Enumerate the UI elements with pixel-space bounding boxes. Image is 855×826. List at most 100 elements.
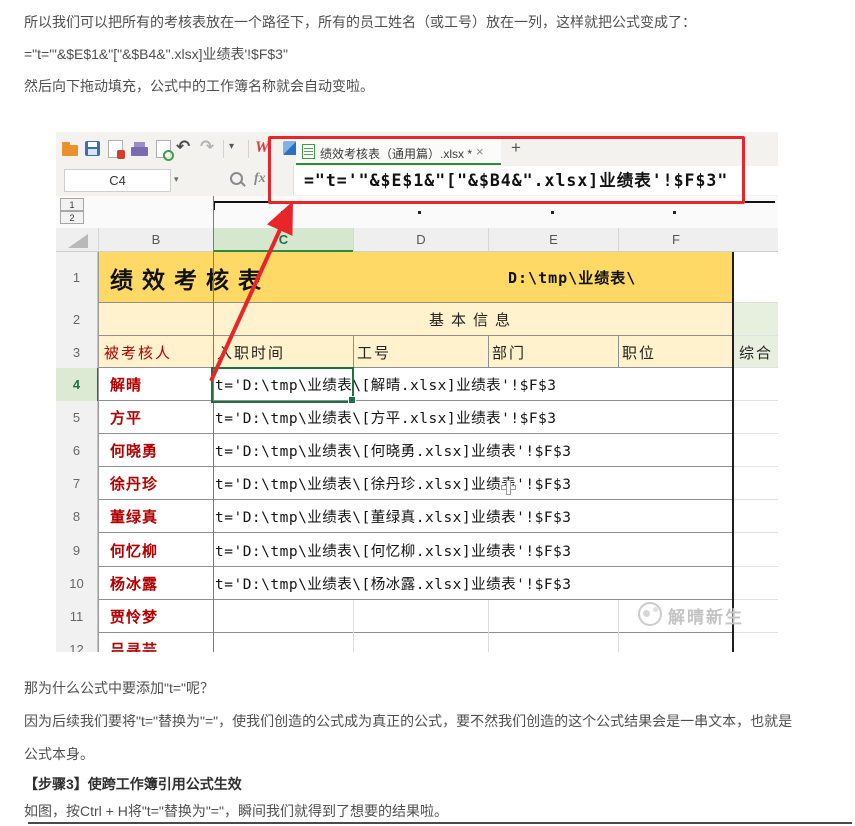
outline-dot [418, 211, 421, 214]
fill-handle[interactable] [348, 396, 356, 404]
sheet-row: 11 贾怜梦 [56, 600, 778, 633]
new-tab-button[interactable]: + [511, 138, 521, 157]
name-cell[interactable]: 董绿真 [110, 508, 159, 526]
formula-input-text: ="t='"&$E$1&"["&$B4&".xlsx]业绩表'!$F$3" [304, 171, 729, 190]
open-folder-icon[interactable] [62, 142, 78, 156]
spreadsheet-file-icon [302, 144, 315, 159]
sheet-tab[interactable]: 绩效考核表（通用篇）.xlsx * × [296, 137, 501, 165]
export-pdf-icon[interactable] [108, 140, 125, 159]
formula-cell[interactable]: t='D:\tmp\业绩表\[解晴.xlsx]业绩表'!$F$3 [215, 378, 557, 394]
step-heading: 【步骤3】使跨工作簿引用公式生效 [24, 776, 242, 792]
column-header-row: B C D E F [56, 228, 778, 252]
row-header[interactable]: 4 [56, 368, 99, 401]
name-cell[interactable]: 徐丹珍 [110, 475, 159, 493]
name-cell[interactable]: 杨冰露 [110, 575, 159, 593]
undo-icon[interactable]: ↶ [176, 137, 191, 157]
print-preview-icon[interactable] [156, 140, 174, 161]
outline-dot [551, 211, 554, 214]
column-header-F[interactable]: F [618, 228, 733, 252]
tab-title: 绩效考核表（通用篇）.xlsx * [320, 147, 473, 161]
sheet-row: 9 何忆柳 t='D:\tmp\业绩表\[何忆柳.xlsx]业绩表'!$F$3 [56, 533, 778, 567]
fx-icon[interactable]: fx [254, 171, 266, 186]
formula-cell[interactable]: t='D:\tmp\业绩表\[何忆柳.xlsx]业绩表'!$F$3 [215, 543, 572, 560]
sheet-row: 10 杨冰露 t='D:\tmp\业绩表\[杨冰露.xlsx]业绩表'!$F$3 [56, 567, 778, 600]
sheet-row: 5 方平 t='D:\tmp\业绩表\[方平.xlsx]业绩表'!$F$3 [56, 401, 778, 434]
outline-level-2-button[interactable]: 2 [60, 211, 84, 224]
sheet-row: 6 何晓勇 t='D:\tmp\业绩表\[何晓勇.xlsx]业绩表'!$F$3 [56, 434, 778, 467]
selection-box[interactable] [211, 367, 354, 403]
name-box[interactable]: C4 [64, 169, 171, 192]
header-cell[interactable]: 工号 [357, 343, 392, 362]
column-c-green-line [213, 196, 214, 652]
formula-cell[interactable]: t='D:\tmp\业绩表\[杨冰露.xlsx]业绩表'!$F$3 [215, 577, 572, 593]
select-all-button[interactable] [68, 234, 88, 248]
sheet-row: 7 徐丹珍 t='D:\tmp\业绩表\[徐丹珍.xlsx]业绩表'!$F$3 [56, 467, 778, 500]
column-header-B[interactable]: B [98, 228, 213, 252]
name-cell[interactable]: 解晴 [110, 376, 143, 394]
row-header[interactable]: 6 [56, 434, 98, 467]
article-paragraph: 如图，按Ctrl + H将"t="替换为"="，瞬间我们就得到了想要的结果啦。 [24, 803, 448, 819]
red-annotation-rect [268, 136, 745, 204]
article-paragraph: 所以我们可以把所有的考核表放在一个路径下，所有的员工姓名（或工号）放在一列，这样… [24, 14, 696, 30]
save-icon[interactable] [85, 141, 100, 156]
toolbar-separator [248, 140, 249, 158]
screenshot-wps: ↶ ↷ ▾ W 绩效考核表（通用篇）.xlsx * × + C4 ▾ fx ="… [56, 132, 779, 652]
search-icon[interactable] [230, 172, 243, 185]
path-cell[interactable]: D:\tmp\业绩表\ [508, 269, 637, 287]
watermark-logo-icon [638, 602, 662, 626]
formula-input[interactable]: ="t='"&$E$1&"["&$B4&".xlsx]业绩表'!$F$3" [293, 166, 779, 195]
title-row-fill [98, 252, 733, 303]
redo-icon[interactable]: ↷ [200, 137, 215, 157]
formula-cell[interactable]: t='D:\tmp\业绩表\[徐丹珍.xlsx]业绩表'!$F$3 [215, 477, 572, 493]
column-header-D[interactable]: D [353, 228, 488, 252]
docer-cube-icon[interactable] [283, 141, 297, 155]
formula-cell[interactable]: t='D:\tmp\业绩表\[董绿真.xlsx]业绩表'!$F$3 [215, 510, 572, 526]
header-cell[interactable]: 部门 [492, 343, 527, 362]
name-cell[interactable]: 何忆柳 [110, 541, 159, 560]
formula-cell[interactable]: t='D:\tmp\业绩表\[何晓勇.xlsx]业绩表'!$F$3 [215, 444, 572, 460]
column-header-E[interactable]: E [488, 228, 618, 252]
tab-close-icon[interactable]: × [476, 144, 484, 159]
header-cell[interactable]: 职位 [622, 343, 657, 362]
sheet-row-1: 1 绩效考核表 D:\tmp\业绩表\ [56, 252, 778, 303]
formula-cell[interactable]: t='D:\tmp\业绩表\[方平.xlsx]业绩表'!$F$3 [215, 411, 557, 427]
row-header[interactable]: 1 [56, 252, 98, 303]
formula-bar: C4 ▾ fx ="t='"&$E$1&"["&$B4&".xlsx]业绩表'!… [56, 165, 779, 197]
wps-logo-icon[interactable]: W [255, 139, 270, 156]
sheet-title-cell[interactable]: 绩效考核表 [110, 266, 270, 294]
outline-dot [673, 211, 676, 214]
table-right-border [732, 252, 734, 652]
sheet-row: 4 解晴 t='D:\tmp\业绩表\[解晴.xlsx]业绩表'!$F$3 [56, 368, 778, 401]
header-cell[interactable]: 入职时间 [217, 343, 286, 362]
sheet-row-2: 2 基本信息 [56, 303, 778, 336]
name-cell[interactable]: 吕寻芸 [110, 640, 159, 653]
article-paragraph: 那为什么公式中要添加"t="呢？ [24, 680, 215, 696]
row-header[interactable]: 2 [56, 303, 98, 336]
row-header[interactable]: 7 [56, 467, 98, 500]
name-box-dropdown-icon[interactable]: ▾ [174, 175, 179, 185]
row-header[interactable]: 5 [56, 401, 98, 434]
row-header[interactable]: 11 [56, 600, 98, 633]
header-cell[interactable]: 综合 [739, 343, 774, 362]
formula-text-line: ="t='"&$E$1&"["&$B4&".xlsx]业绩表'!$F$3" [24, 46, 288, 62]
name-cell[interactable]: 何晓勇 [110, 442, 159, 460]
row-header[interactable]: 8 [56, 500, 98, 533]
row-header[interactable]: 10 [56, 567, 98, 600]
row-header[interactable]: 12 [56, 633, 98, 652]
row-header[interactable]: 3 [56, 336, 98, 368]
outline-group-line-tick [213, 201, 215, 210]
name-cell[interactable]: 方平 [110, 409, 143, 427]
header-cell[interactable]: 被考核人 [104, 343, 173, 362]
sheet-row: 8 董绿真 t='D:\tmp\业绩表\[董绿真.xlsx]业绩表'!$F$3 [56, 500, 778, 533]
bottom-divider [28, 822, 852, 824]
row-header[interactable]: 9 [56, 533, 98, 567]
name-cell[interactable]: 贾怜梦 [110, 608, 159, 626]
cell-cursor-icon [501, 480, 516, 495]
print-icon[interactable] [131, 142, 148, 156]
watermark-text: 解晴新生 [668, 608, 744, 628]
toolbar-dropdown-icon[interactable]: ▾ [229, 141, 235, 152]
section-header-cell[interactable]: 基本信息 [428, 311, 517, 329]
sheet-row: 12 吕寻芸 [56, 633, 778, 652]
outline-level-1-button[interactable]: 1 [60, 198, 84, 211]
